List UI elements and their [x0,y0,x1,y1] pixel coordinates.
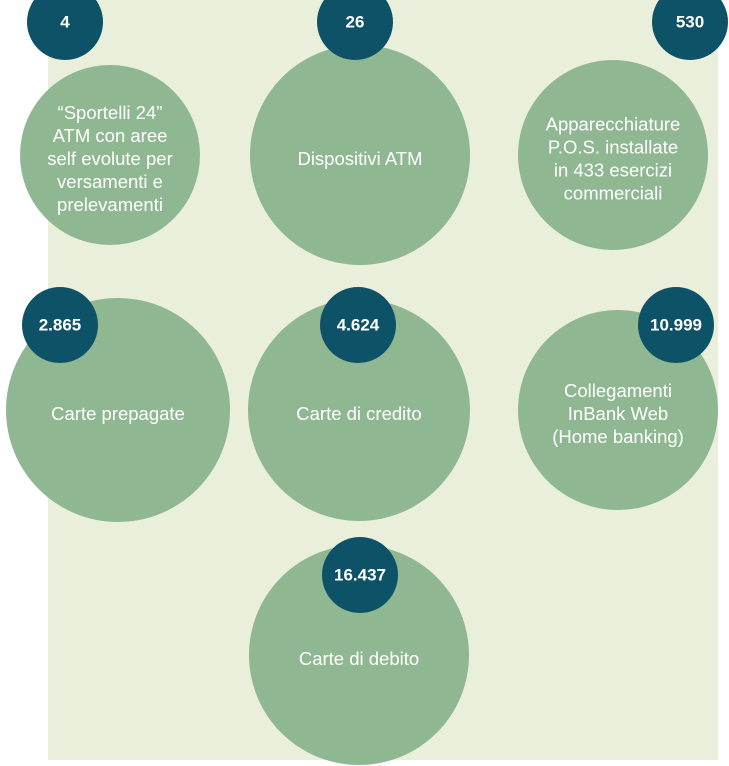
number-badge [27,0,103,60]
item-number: 4 [60,12,70,31]
item-label: (Home banking) [552,426,684,447]
item-circle [518,60,708,250]
item-label: Carte di debito [299,648,419,669]
item-label: Carte di credito [296,403,421,424]
item-number: 26 [346,12,365,31]
item-label: self evolute per [47,148,172,169]
item-circle [248,299,470,521]
item-number: 10.999 [650,315,702,334]
item-label: commerciali [564,182,663,203]
item-circle [250,45,470,265]
item-label: Carte prepagate [51,403,185,424]
number-badge [317,0,393,60]
item-label: Apparecchiature [546,113,681,134]
item-number: 2.865 [39,315,82,334]
item-label: versamenti e [57,171,163,192]
item-label: Collegamenti [564,380,672,401]
number-badge [320,287,396,363]
item-label: InBank Web [568,403,668,424]
item-label: P.O.S. installate [548,136,678,157]
number-badge [22,287,98,363]
item-label: prelevamenti [57,194,163,215]
item-number: 4.624 [337,315,380,334]
item-number: 16.437 [334,565,386,584]
item-label: in 433 esercizi [554,159,672,180]
number-badge [322,537,398,613]
number-badge [638,287,714,363]
item-number: 530 [676,12,704,31]
item-circle [249,545,469,765]
item-label: “Sportelli 24” [58,102,163,123]
item-label: ATM con aree [53,125,168,146]
item-circle [20,65,200,245]
number-badge [652,0,728,60]
item-label: Dispositivi ATM [297,148,422,169]
